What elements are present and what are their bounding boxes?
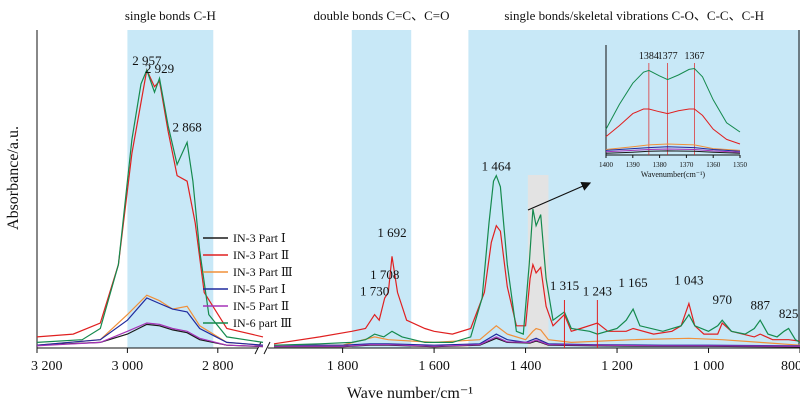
peak-label: 2 957 bbox=[132, 53, 162, 68]
legend: IN-3 Part Ⅰ IN-3 Part Ⅱ IN-3 Part Ⅲ IN-5 Pa… bbox=[203, 231, 293, 330]
inset-series-line-1 bbox=[605, 108, 741, 145]
peak-label: 887 bbox=[750, 297, 770, 312]
series-line-1 bbox=[273, 224, 800, 345]
series-line-4 bbox=[274, 336, 800, 347]
highlight-region bbox=[527, 175, 549, 348]
x-tick-label: 1 800 bbox=[327, 359, 359, 374]
legend-label: IN-3 Part Ⅰ bbox=[233, 231, 286, 245]
inset-series-line-3 bbox=[605, 146, 741, 152]
peak-label: 1 692 bbox=[377, 225, 406, 240]
marker-lines bbox=[563, 300, 598, 348]
inset-series-line-0 bbox=[605, 67, 741, 133]
peak-label: 1 043 bbox=[674, 272, 703, 287]
series-line-2 bbox=[36, 294, 264, 346]
x-tick-label: 1 000 bbox=[693, 359, 725, 374]
y-axis-label: Absorbance/a.u. bbox=[5, 126, 22, 230]
inset-x-tick-label: 1400 bbox=[599, 161, 614, 169]
inset-series-line-4 bbox=[605, 148, 741, 153]
zoom-arrow bbox=[527, 181, 592, 211]
series-line-5 bbox=[36, 68, 264, 343]
band-labels: single bonds C-H double bonds C=C、C=O sing… bbox=[125, 8, 764, 23]
band-label-1: double bonds C=C、C=O bbox=[313, 8, 449, 23]
inset-x-tick-label: 1390 bbox=[626, 161, 641, 169]
x-axis-label: Wave number/cm⁻¹ bbox=[347, 385, 473, 402]
inset-peak-label: 1367 bbox=[684, 51, 704, 62]
legend-label: IN-6 part Ⅲ bbox=[233, 316, 292, 330]
peak-label: 1 708 bbox=[370, 267, 399, 282]
inset-peak-label: 1384 bbox=[639, 51, 659, 62]
inset-x-tick-label: 1360 bbox=[706, 161, 721, 169]
legend-label: IN-3 Part Ⅲ bbox=[233, 265, 293, 279]
x-tick-label: 3 200 bbox=[31, 359, 63, 374]
axis-break-mark bbox=[263, 341, 271, 355]
inset-series-line-5 bbox=[605, 150, 741, 154]
legend-label: IN-5 Part Ⅰ bbox=[233, 282, 286, 296]
band-label-2: single bonds/skeletal vibrations C-O、C-C… bbox=[504, 8, 764, 23]
peak-label: 1 165 bbox=[618, 275, 647, 290]
peak-label: 1 243 bbox=[583, 284, 612, 299]
inset-peak-label: 1377 bbox=[658, 51, 678, 62]
axes: 3 200 3 000 2 800 1 800 1 600 1 400 1 200 1 000… bbox=[31, 30, 800, 374]
band-0 bbox=[127, 30, 214, 348]
peak-label: 825 bbox=[779, 306, 799, 321]
peak-label: 1 464 bbox=[482, 158, 512, 173]
peak-label: 2 868 bbox=[172, 120, 201, 135]
series-line-0 bbox=[36, 323, 264, 348]
band-1 bbox=[351, 30, 412, 348]
legend-label: IN-5 Part Ⅱ bbox=[233, 299, 289, 313]
series-line-5 bbox=[273, 174, 800, 346]
peak-label: 2 929 bbox=[145, 61, 174, 76]
x-tick-label: 2 800 bbox=[202, 359, 234, 374]
inset-x-axis-label: Wavenumber(cm⁻¹) bbox=[641, 170, 706, 179]
series-line-4 bbox=[36, 322, 264, 347]
series-line-2 bbox=[274, 325, 800, 346]
peak-label: 970 bbox=[712, 292, 732, 307]
inset-x-tick-label: 1350 bbox=[733, 161, 748, 169]
legend-label: IN-3 Part Ⅱ bbox=[233, 248, 289, 262]
series-line-3 bbox=[36, 297, 264, 346]
peak-label: 1 315 bbox=[550, 278, 579, 293]
inset-chart: 1400 1390 1380 1370 1360 1350 Wavenumber(cm⁻¹)… bbox=[527, 42, 748, 211]
x-tick-label: 1 200 bbox=[601, 359, 633, 374]
series-lines bbox=[36, 68, 800, 348]
x-tick-label: 800 bbox=[781, 359, 800, 374]
inset-series-line-2 bbox=[605, 143, 741, 151]
axis-break-mark bbox=[254, 341, 262, 355]
x-tick-label: 3 000 bbox=[112, 359, 144, 374]
band-highlights bbox=[127, 30, 800, 348]
x-tick-label: 1 400 bbox=[510, 359, 542, 374]
inset-x-tick-label: 1380 bbox=[653, 161, 668, 169]
inset-x-tick-label: 1370 bbox=[679, 161, 694, 169]
peak-label: 1 730 bbox=[360, 284, 389, 299]
x-tick-label: 1 600 bbox=[418, 359, 450, 374]
band-label-0: single bonds C-H bbox=[125, 8, 216, 23]
